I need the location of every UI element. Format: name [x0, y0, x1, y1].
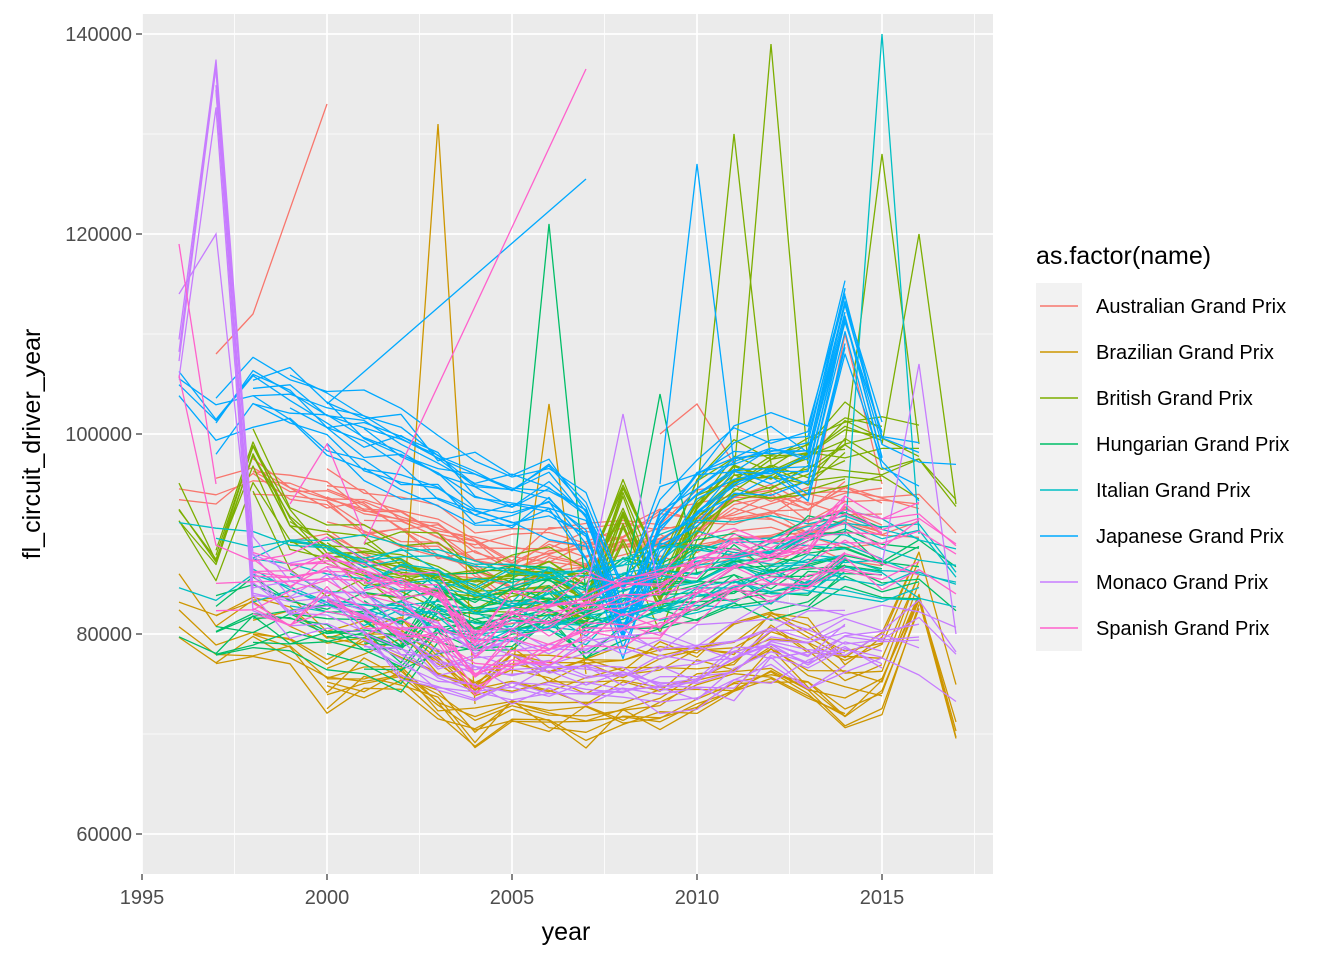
y-axis-title: fl_circuit_driver_year: [18, 329, 46, 560]
series-spike-line: [511, 403, 587, 675]
legend-label: Spanish Grand Prix: [1096, 618, 1269, 640]
series-line: [252, 558, 846, 631]
series-line: [363, 645, 883, 701]
y-tick-label: 80000: [76, 624, 132, 646]
series-line: [252, 582, 920, 705]
series-line: [363, 644, 846, 715]
series-line: [289, 499, 846, 638]
series-line: [178, 521, 957, 579]
series-line: [252, 493, 883, 589]
series-line: [326, 287, 846, 607]
series-spike-line: [881, 363, 957, 635]
legend-label: Monaco Grand Prix: [1096, 572, 1268, 594]
series-line: [215, 519, 920, 651]
legend-label: Hungarian Grand Prix: [1096, 434, 1289, 456]
x-tick-label: 1995: [120, 887, 165, 909]
series-spike-line: [289, 442, 365, 535]
series-spike-line: [585, 413, 661, 595]
series-spike-line: [844, 33, 920, 535]
series-line: [252, 416, 920, 579]
x-axis-title: year: [542, 918, 591, 946]
series-line: [326, 565, 846, 678]
series-line: [326, 593, 957, 738]
series-line: [215, 515, 846, 610]
series-spike-line: [881, 233, 957, 505]
legend-label: Japanese Grand Prix: [1096, 526, 1284, 548]
legend-label: Italian Grand Prix: [1096, 480, 1251, 502]
series-spike-line: [178, 243, 217, 485]
x-axis: 1995 2000 2005 2010 2015: [120, 874, 905, 909]
series-spanish-grand-prix: [178, 68, 957, 696]
series-line: [252, 495, 957, 644]
series-line: [178, 317, 957, 634]
series-line: [252, 321, 883, 636]
plot-panel: [142, 14, 993, 874]
series-spike-line: [622, 393, 698, 595]
series-line: [252, 458, 883, 562]
series-line: [215, 343, 846, 629]
series-line: [363, 530, 957, 642]
series-line: [326, 608, 920, 747]
legend-label: Australian Grand Prix: [1096, 296, 1286, 318]
series-line: [326, 572, 846, 643]
series-line: [289, 503, 846, 642]
series-british-grand-prix: [178, 43, 957, 634]
series-spike-line: [733, 43, 809, 475]
series-line: [326, 556, 957, 696]
series-line: [252, 503, 883, 633]
x-tick-label: 2005: [490, 887, 535, 909]
series-line: [363, 401, 883, 574]
y-axis: 60000 80000 100000 120000 140000: [65, 24, 142, 846]
series-spike-line: [363, 68, 587, 545]
series-spike-line: [659, 403, 735, 465]
series-line: [178, 375, 920, 639]
series-line: [289, 554, 957, 652]
legend: as.factor(name) Australian Grand Prix Bra…: [1036, 242, 1289, 651]
series-line: [215, 90, 920, 687]
series-line: [326, 599, 957, 739]
legend-items: Australian Grand Prix Brazilian Grand Pri…: [1040, 296, 1289, 640]
legend-title: as.factor(name): [1036, 242, 1211, 270]
y-tick-label: 100000: [65, 424, 132, 446]
x-tick-label: 2000: [305, 887, 350, 909]
series-line: [215, 302, 883, 617]
series-line: [326, 567, 846, 656]
series-line: [326, 468, 846, 534]
series-line: [252, 633, 883, 733]
series-line: [178, 626, 846, 724]
series-line: [326, 595, 957, 744]
series-line: [289, 288, 846, 592]
series-line: [178, 444, 957, 627]
series-line: [178, 597, 957, 723]
y-tick-label: 120000: [65, 224, 132, 246]
y-tick-label: 60000: [76, 824, 132, 846]
series-line: [215, 467, 883, 564]
series-line: [215, 604, 920, 749]
series-spike-line: [659, 163, 735, 485]
series-line: [252, 295, 920, 619]
series-line: [215, 417, 883, 592]
legend-label: British Grand Prix: [1096, 388, 1253, 410]
y-tick-label: 140000: [65, 24, 132, 46]
series-line: [178, 480, 920, 573]
legend-label: Brazilian Grand Prix: [1096, 342, 1274, 364]
series-line: [252, 470, 883, 568]
series-spike-line: [326, 178, 587, 405]
series-spike-line: [178, 232, 254, 575]
series-line: [178, 65, 957, 668]
series-line: [363, 638, 846, 694]
series-line: [178, 107, 883, 703]
legend-key-background: [1036, 283, 1082, 651]
series-line: [252, 578, 846, 646]
series-line: [252, 551, 846, 677]
series-line: [252, 505, 846, 659]
series-spike-line: [215, 103, 328, 355]
series-spike-line: [696, 133, 772, 495]
series-line: [252, 568, 883, 675]
series-layer: [178, 33, 957, 749]
x-tick-label: 2015: [860, 887, 905, 909]
x-tick-label: 2010: [675, 887, 720, 909]
